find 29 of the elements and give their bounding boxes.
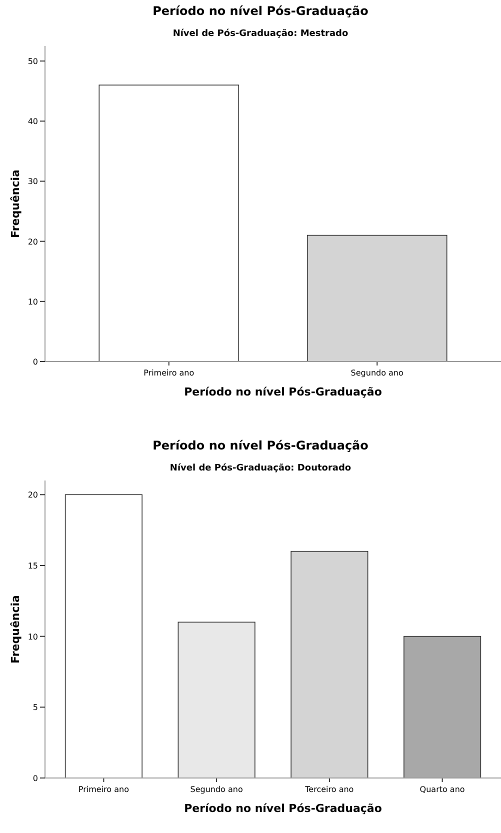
y-tick-label: 20 (28, 490, 38, 500)
chart-title: Período no nível Pós-Graduação (152, 438, 368, 452)
y-tick-label: 40 (28, 117, 38, 126)
chart-subtitle: Nível de Pós-Graduação: Doutorado (170, 462, 352, 474)
y-tick-label: 30 (28, 177, 38, 186)
y-tick-label: 0 (32, 358, 38, 366)
x-tick-label: Primeiro ano (144, 368, 194, 378)
y-tick-label: 50 (28, 57, 38, 66)
chart-subtitle: Nível de Pós-Graduação: Mestrado (172, 28, 348, 39)
y-tick-label: 10 (28, 632, 38, 642)
x-tick-label: Segundo ano (190, 785, 243, 794)
bar (178, 622, 256, 778)
y-tick-label: 0 (32, 774, 38, 783)
x-axis-title: Período no nível Pós-Graduação (184, 386, 382, 398)
y-tick-label: 5 (32, 703, 38, 712)
bar (290, 550, 368, 778)
x-axis-title: Período no nível Pós-Graduação (184, 802, 382, 815)
y-tick-label: 15 (28, 562, 38, 570)
y-tick-label: 10 (28, 297, 38, 306)
x-tick-label: Terceiro ano (304, 785, 354, 794)
y-tick-label: 20 (28, 237, 38, 246)
x-tick-label: Segundo ano (350, 368, 404, 378)
chart-title: Período no nível Pós-Graduação (152, 4, 368, 18)
bar (404, 636, 482, 778)
x-tick-label: Primeiro ano (78, 785, 130, 794)
x-tick-label: Quarto ano (420, 785, 465, 794)
y-axis-title: Frequência (9, 595, 22, 664)
y-axis-title: Frequência (9, 170, 22, 238)
bar (64, 494, 142, 778)
